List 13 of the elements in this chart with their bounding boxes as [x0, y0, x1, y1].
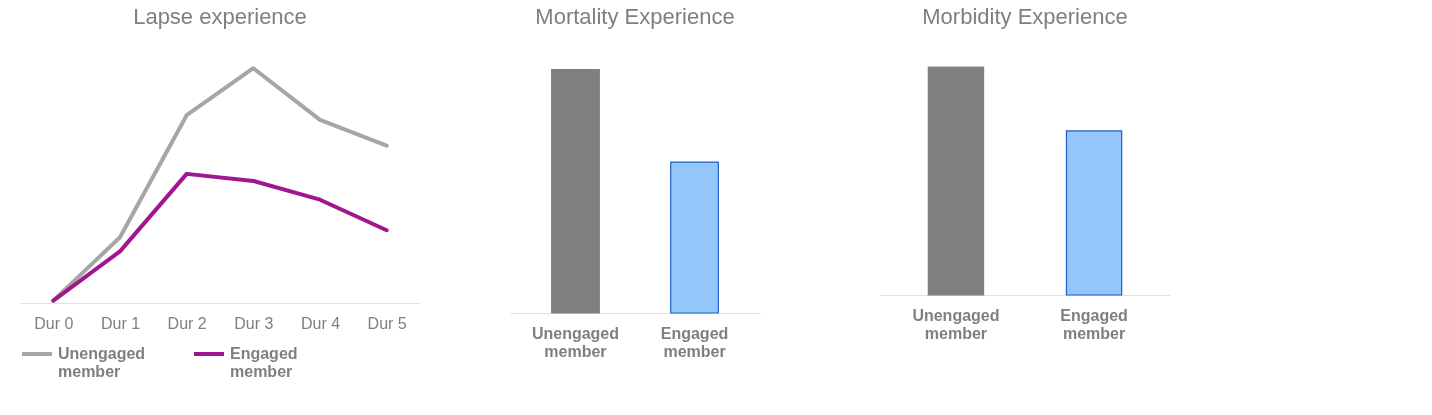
chart-title: Lapse experience: [133, 4, 307, 29]
x-tick-label: Dur 5: [367, 314, 407, 332]
x-tick-label: Dur 2: [167, 314, 207, 332]
x-tick-label: Dur 3: [234, 314, 274, 332]
x-tick-label: Engaged member: [660, 324, 729, 360]
x-tick-label: Unengaged member: [531, 324, 620, 360]
chart-title: Mortality Experience: [535, 4, 735, 29]
x-tick-label: Engaged member: [1060, 306, 1128, 342]
x-tick-label: Dur 0: [34, 314, 74, 332]
chart-title: Morbidity Experience: [922, 4, 1128, 29]
x-tick-label: Dur 1: [100, 314, 141, 332]
x-tick-label: Unengaged member: [912, 306, 1000, 342]
x-tick-label: Dur 4: [300, 314, 341, 332]
